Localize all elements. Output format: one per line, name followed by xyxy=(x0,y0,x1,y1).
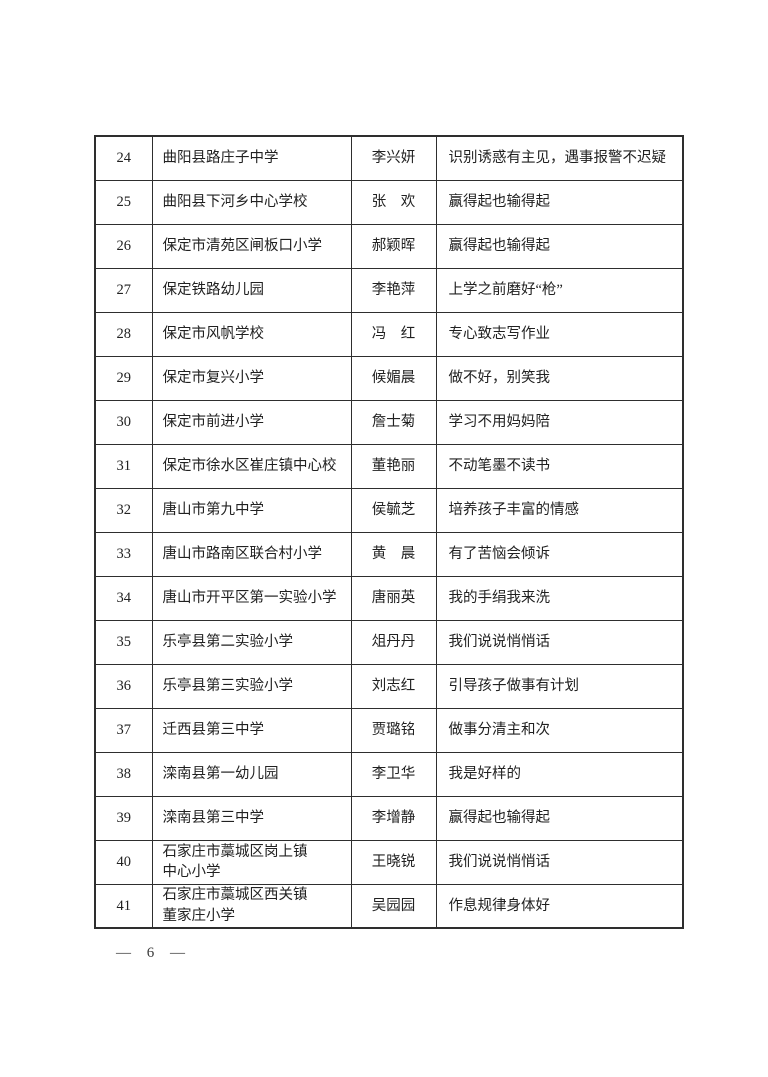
person-name-cell: 唐丽英 xyxy=(350,575,437,621)
school-name-cell: 唐山市开平区第一实验小学 xyxy=(151,575,352,621)
school-name-cell: 乐亭县第二实验小学 xyxy=(151,619,352,665)
slogan-cell: 我的手绢我来洗 xyxy=(435,575,684,621)
school-name-cell: 滦南县第一幼儿园 xyxy=(151,751,352,797)
page-number: — 6 — xyxy=(116,945,186,961)
person-name-cell: 吴园园 xyxy=(350,883,437,929)
awards-table-body: 24 曲阳县路庄子中学 李兴妍 识别诱惑有主见，遇事报警不迟疑 25 曲阳县下河… xyxy=(94,135,684,929)
school-name-cell: 唐山市第九中学 xyxy=(151,487,352,533)
school-name-cell: 保定市复兴小学 xyxy=(151,355,352,401)
person-name-cell: 俎丹丹 xyxy=(350,619,437,665)
school-name-cell: 保定市风帆学校 xyxy=(151,311,352,357)
slogan-cell: 学习不用妈妈陪 xyxy=(435,399,684,445)
row-number-cell: 39 xyxy=(94,795,153,841)
person-name-cell: 王晓锐 xyxy=(350,839,437,885)
school-name-cell: 保定市徐水区崔庄镇中心校 xyxy=(151,443,352,489)
person-name-cell: 李卫华 xyxy=(350,751,437,797)
slogan-cell: 赢得起也输得起 xyxy=(435,179,684,225)
table-row: 25 曲阳县下河乡中心学校 张 欢 赢得起也输得起 xyxy=(94,179,684,225)
slogan-cell: 我们说说悄悄话 xyxy=(435,619,684,665)
person-name-cell: 李增静 xyxy=(350,795,437,841)
table-row: 40 石家庄市藁城区岗上镇 中心小学 王晓锐 我们说说悄悄话 xyxy=(94,839,684,885)
row-number-cell: 26 xyxy=(94,223,153,269)
person-name-cell: 贾璐铭 xyxy=(350,707,437,753)
school-name-cell: 保定市清苑区闸板口小学 xyxy=(151,223,352,269)
school-name-cell: 滦南县第三中学 xyxy=(151,795,352,841)
table-row: 39 滦南县第三中学 李增静 赢得起也输得起 xyxy=(94,795,684,841)
school-name-cell: 曲阳县路庄子中学 xyxy=(151,135,352,181)
row-number-cell: 40 xyxy=(94,839,153,885)
table-row: 31 保定市徐水区崔庄镇中心校 董艳丽 不动笔墨不读书 xyxy=(94,443,684,489)
table-row: 41 石家庄市藁城区西关镇 董家庄小学 吴园园 作息规律身体好 xyxy=(94,883,684,929)
slogan-cell: 作息规律身体好 xyxy=(435,883,684,929)
school-name-cell: 保定铁路幼儿园 xyxy=(151,267,352,313)
table-row: 35 乐亭县第二实验小学 俎丹丹 我们说说悄悄话 xyxy=(94,619,684,665)
table-row: 24 曲阳县路庄子中学 李兴妍 识别诱惑有主见，遇事报警不迟疑 xyxy=(94,135,684,181)
school-name-cell: 曲阳县下河乡中心学校 xyxy=(151,179,352,225)
table-row: 27 保定铁路幼儿园 李艳萍 上学之前磨好“枪” xyxy=(94,267,684,313)
table-row: 36 乐亭县第三实验小学 刘志红 引导孩子做事有计划 xyxy=(94,663,684,709)
school-name-cell: 唐山市路南区联合村小学 xyxy=(151,531,352,577)
table-row: 29 保定市复兴小学 候媚晨 做不好，别笑我 xyxy=(94,355,684,401)
person-name-cell: 郝颖晖 xyxy=(350,223,437,269)
row-number-cell: 30 xyxy=(94,399,153,445)
table-row: 33 唐山市路南区联合村小学 黄 晨 有了苦恼会倾诉 xyxy=(94,531,684,577)
person-name-cell: 侯毓芝 xyxy=(350,487,437,533)
school-name-cell: 石家庄市藁城区岗上镇 中心小学 xyxy=(151,839,352,885)
table-row: 32 唐山市第九中学 侯毓芝 培养孩子丰富的情感 xyxy=(94,487,684,533)
table-row: 34 唐山市开平区第一实验小学 唐丽英 我的手绢我来洗 xyxy=(94,575,684,621)
slogan-cell: 有了苦恼会倾诉 xyxy=(435,531,684,577)
table-row: 37 迁西县第三中学 贾璐铭 做事分清主和次 xyxy=(94,707,684,753)
slogan-cell: 做不好，别笑我 xyxy=(435,355,684,401)
row-number-cell: 41 xyxy=(94,883,153,929)
person-name-cell: 黄 晨 xyxy=(350,531,437,577)
slogan-cell: 赢得起也输得起 xyxy=(435,795,684,841)
row-number-cell: 37 xyxy=(94,707,153,753)
person-name-cell: 李兴妍 xyxy=(350,135,437,181)
school-name-cell: 乐亭县第三实验小学 xyxy=(151,663,352,709)
row-number-cell: 32 xyxy=(94,487,153,533)
row-number-cell: 35 xyxy=(94,619,153,665)
row-number-cell: 34 xyxy=(94,575,153,621)
slogan-cell: 赢得起也输得起 xyxy=(435,223,684,269)
school-name-cell: 迁西县第三中学 xyxy=(151,707,352,753)
table-row: 28 保定市风帆学校 冯 红 专心致志写作业 xyxy=(94,311,684,357)
awards-table: 24 曲阳县路庄子中学 李兴妍 识别诱惑有主见，遇事报警不迟疑 25 曲阳县下河… xyxy=(94,135,684,929)
slogan-cell: 做事分清主和次 xyxy=(435,707,684,753)
row-number-cell: 24 xyxy=(94,135,153,181)
person-name-cell: 张 欢 xyxy=(350,179,437,225)
slogan-cell: 培养孩子丰富的情感 xyxy=(435,487,684,533)
slogan-cell: 引导孩子做事有计划 xyxy=(435,663,684,709)
school-name-cell: 石家庄市藁城区西关镇 董家庄小学 xyxy=(151,883,352,929)
row-number-cell: 31 xyxy=(94,443,153,489)
row-number-cell: 27 xyxy=(94,267,153,313)
table-row: 38 滦南县第一幼儿园 李卫华 我是好样的 xyxy=(94,751,684,797)
person-name-cell: 詹士菊 xyxy=(350,399,437,445)
slogan-cell: 专心致志写作业 xyxy=(435,311,684,357)
person-name-cell: 李艳萍 xyxy=(350,267,437,313)
person-name-cell: 候媚晨 xyxy=(350,355,437,401)
row-number-cell: 38 xyxy=(94,751,153,797)
person-name-cell: 冯 红 xyxy=(350,311,437,357)
slogan-cell: 我们说说悄悄话 xyxy=(435,839,684,885)
row-number-cell: 25 xyxy=(94,179,153,225)
row-number-cell: 36 xyxy=(94,663,153,709)
person-name-cell: 董艳丽 xyxy=(350,443,437,489)
row-number-cell: 29 xyxy=(94,355,153,401)
slogan-cell: 不动笔墨不读书 xyxy=(435,443,684,489)
table-row: 30 保定市前进小学 詹士菊 学习不用妈妈陪 xyxy=(94,399,684,445)
row-number-cell: 33 xyxy=(94,531,153,577)
person-name-cell: 刘志红 xyxy=(350,663,437,709)
slogan-cell: 上学之前磨好“枪” xyxy=(435,267,684,313)
slogan-cell: 识别诱惑有主见，遇事报警不迟疑 xyxy=(435,135,684,181)
table-row: 26 保定市清苑区闸板口小学 郝颖晖 赢得起也输得起 xyxy=(94,223,684,269)
slogan-cell: 我是好样的 xyxy=(435,751,684,797)
row-number-cell: 28 xyxy=(94,311,153,357)
school-name-cell: 保定市前进小学 xyxy=(151,399,352,445)
